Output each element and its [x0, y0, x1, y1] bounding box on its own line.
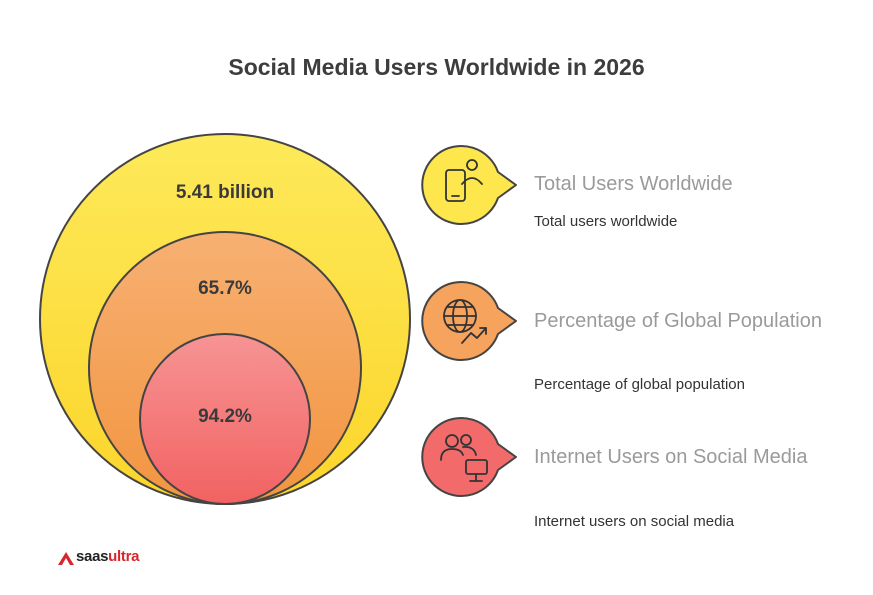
middle-circle-value: 65.7% [198, 278, 252, 299]
logo-text: saasultra [76, 548, 139, 565]
legend-title-global-population: Percentage of Global Population [534, 310, 822, 332]
legend-title-internet-users: Internet Users on Social Media [534, 446, 808, 468]
mobile-user-icon [445, 159, 483, 202]
legend-badge-total-users [421, 145, 517, 225]
saasultra-logo-mark [58, 552, 74, 565]
logo-text-accent: ultra [108, 547, 140, 565]
outer-circle-value: 5.41 billion [176, 182, 274, 203]
page-title: Social Media Users Worldwide in 2026 [228, 54, 645, 80]
globe-trend-icon [443, 299, 487, 344]
logo-text-main: saas [76, 547, 109, 565]
legend-badge-global-population [421, 281, 517, 361]
legend-desc-internet-users: Internet users on social media [534, 513, 735, 530]
legend-badge-internet-users [421, 417, 517, 497]
inner-circle-value: 94.2% [198, 406, 252, 427]
legend-title-total-users: Total Users Worldwide [534, 173, 733, 195]
legend-desc-total-users: Total users worldwide [534, 213, 678, 230]
inner-circle [139, 333, 311, 505]
users-monitor-icon [440, 434, 488, 482]
legend-desc-global-population: Percentage of global population [534, 376, 745, 393]
saasultra-logo: saasultra [57, 545, 139, 567]
